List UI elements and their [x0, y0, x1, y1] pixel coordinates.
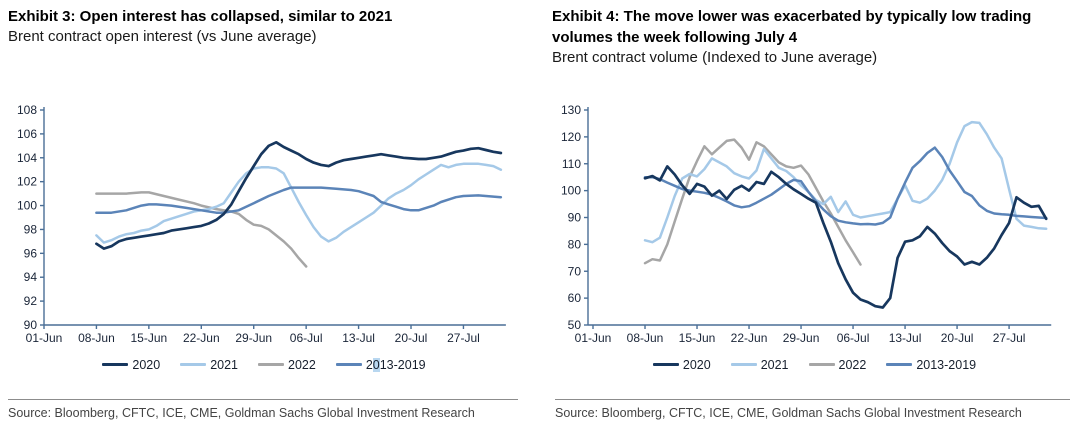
legend-label: 2020	[682, 358, 711, 372]
series-2020	[95, 140, 503, 250]
exhibit-4-subtitle: Brent contract volume (Indexed to June a…	[552, 49, 878, 66]
x-tick-label: 29-Jun	[235, 331, 272, 345]
source-note: Source: Bloomberg, CFTC, ICE, CME, Goldm…	[8, 406, 475, 420]
y-tick-label: 100	[561, 184, 581, 198]
legend-label: 2021	[760, 358, 789, 372]
x-tick-label: 13-Jul	[342, 331, 375, 345]
y-tick-label: 108	[17, 103, 37, 117]
x-tick-label: 01-Jun	[26, 331, 63, 345]
y-tick-label: 100	[17, 199, 37, 213]
legend-label: 2020	[132, 358, 161, 372]
y-tick-label: 98	[24, 222, 38, 236]
series-2013-2019	[95, 186, 503, 214]
y-tick-label: 70	[568, 264, 582, 278]
y-tick-label: 130	[561, 103, 581, 117]
x-tick-label: 08-Jun	[627, 331, 664, 345]
series-2021	[95, 162, 503, 244]
exhibit-4-title: Exhibit 4: The move lower was exacerbate…	[552, 8, 1032, 46]
exhibit-3-title: Exhibit 3: Open interest has collapsed, …	[8, 8, 393, 25]
y-tick-label: 102	[17, 175, 37, 189]
legend-swatch	[808, 363, 835, 366]
series-2022	[95, 191, 308, 268]
x-tick-label: 15-Jun	[679, 331, 716, 345]
x-tick-label: 20-Jul	[395, 331, 428, 345]
legend-item-2013-2019: 2013-2019	[886, 358, 976, 372]
y-tick-label: 60	[568, 291, 582, 305]
x-tick-label: 29-Jun	[783, 331, 820, 345]
y-tick-label: 110	[562, 157, 581, 171]
legend-item-2013-2019: 2013-2019	[335, 358, 426, 372]
legend-open-interest: 2020 2021 2022 2013-2019	[8, 358, 520, 372]
legend-item-2022: 2022	[258, 358, 316, 372]
source-divider	[555, 399, 1070, 400]
x-tick-label: 15-Jun	[131, 331, 168, 345]
exhibit-3-panel: Exhibit 3: Open interest has collapsed, …	[8, 6, 520, 442]
legend-swatch	[335, 363, 362, 366]
x-tick-label: 27-Jul	[993, 331, 1026, 345]
y-tick-label: 92	[24, 294, 38, 308]
chart-open-interest: 90 92 94 96 98 100 102 104 106 108 01-Jun 08-Jun 15-…	[17, 103, 506, 345]
legend-swatch	[730, 363, 757, 366]
source-divider	[8, 399, 518, 400]
series-2020	[643, 165, 1048, 309]
y-tick-label: 90	[568, 211, 582, 225]
y-tick-label: 90	[24, 318, 38, 332]
legend-label: 2013-2019	[365, 358, 426, 372]
y-tick-label: 120	[561, 130, 581, 144]
x-tick-label: 22-Jun	[183, 331, 220, 345]
legend-label: 2021	[210, 358, 239, 372]
series-2022	[643, 138, 862, 266]
legend-swatch	[258, 363, 285, 366]
x-tick-label: 20-Jul	[941, 331, 974, 345]
legend-swatch	[652, 363, 679, 366]
y-tick-label: 96	[24, 246, 38, 260]
x-tick-label: 13-Jul	[889, 331, 922, 345]
x-tick-label: 22-Jun	[731, 331, 768, 345]
x-tick-label: 08-Jun	[78, 331, 115, 345]
y-tick-label: 94	[24, 270, 38, 284]
x-tick-label: 06-Jul	[837, 331, 870, 345]
y-tick-label: 106	[17, 127, 37, 141]
legend-swatch	[180, 363, 207, 366]
legend-item-2020: 2020	[652, 358, 711, 372]
legend-item-2021: 2021	[730, 358, 789, 372]
x-tick-label: 06-Jul	[290, 331, 323, 345]
selection-highlight: 0	[372, 358, 380, 372]
legend-label: 2022	[838, 358, 867, 372]
legend-item-2022: 2022	[808, 358, 867, 372]
legend-swatch	[102, 363, 129, 366]
legend-label: 2013-2019	[916, 358, 977, 372]
source-note: Source: Bloomberg, CFTC, ICE, CME, Goldm…	[555, 406, 1022, 420]
y-tick-label: 50	[568, 318, 582, 332]
x-tick-label: 27-Jul	[447, 331, 480, 345]
exhibit-4-panel: Exhibit 4: The move lower was exacerbate…	[552, 6, 1077, 442]
legend-item-2020: 2020	[102, 358, 160, 372]
exhibit-3-subtitle: Brent contract open interest (vs June av…	[8, 28, 317, 45]
legend-swatch	[886, 363, 913, 366]
y-tick-label: 80	[568, 237, 582, 251]
x-tick-label: 01-Jun	[575, 331, 612, 345]
chart-volume: 50 60 70 80 90 100 110 120 130 01-Jun 08-Jun 15-Jun…	[561, 103, 1052, 345]
legend-item-2021: 2021	[180, 358, 238, 372]
series-2021	[643, 120, 1048, 244]
y-tick-label: 104	[17, 151, 37, 165]
legend-volume: 2020 2021 2022 2013-2019	[552, 358, 1077, 372]
legend-label: 2022	[288, 358, 316, 372]
